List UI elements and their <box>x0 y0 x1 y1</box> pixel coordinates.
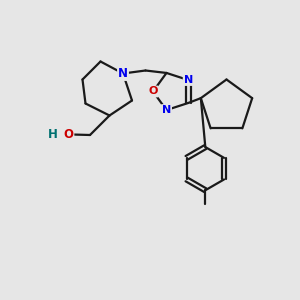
Text: N: N <box>184 75 193 85</box>
Text: O: O <box>148 86 158 97</box>
Text: O: O <box>63 128 74 141</box>
Text: N: N <box>162 105 171 115</box>
Text: H: H <box>48 128 58 141</box>
Text: N: N <box>118 67 128 80</box>
